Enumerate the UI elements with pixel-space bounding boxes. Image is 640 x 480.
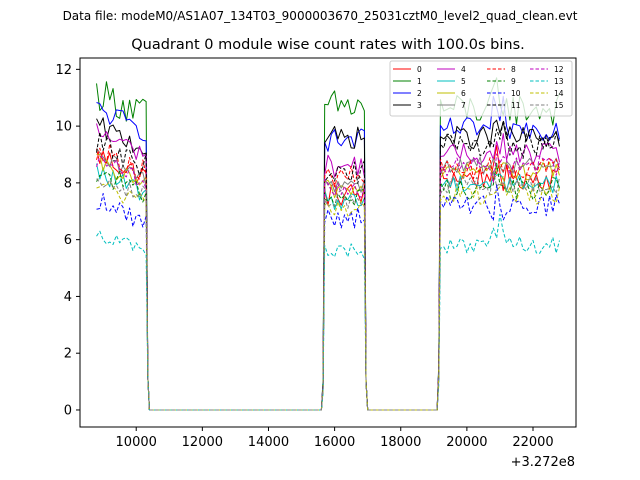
series-line-13 <box>96 213 560 411</box>
legend-label-8: 8 <box>511 65 516 74</box>
x-tick-label: 22000 <box>512 435 553 450</box>
legend-label-7: 7 <box>461 101 466 110</box>
plot-frame <box>79 57 577 428</box>
y-axis: 0 2 4 6 8 10 12 <box>55 63 80 418</box>
x-tick-label: 20000 <box>446 435 487 450</box>
chart-title: Quadrant 0 module wise count rates with … <box>131 37 525 53</box>
series-line-14 <box>96 175 560 411</box>
series-layer <box>96 77 560 411</box>
legend-label-5: 5 <box>461 77 466 86</box>
y-tick-label: 8 <box>64 176 72 191</box>
y-tick-label: 4 <box>64 290 72 305</box>
y-tick-label: 2 <box>64 347 72 362</box>
x-tick-label: 18000 <box>380 435 421 450</box>
legend-label-1: 1 <box>417 77 422 86</box>
legend-label-0: 0 <box>417 65 422 74</box>
series-line-8 <box>96 143 560 411</box>
y-tick-label: 12 <box>55 63 72 78</box>
y-tick-label: 0 <box>64 403 72 418</box>
legend-label-3: 3 <box>417 101 422 110</box>
y-tick-label: 10 <box>55 120 72 135</box>
legend-label-15: 15 <box>554 101 564 110</box>
x-offset-label: +3.272e8 <box>511 455 575 470</box>
x-tick-label: 16000 <box>314 435 355 450</box>
series-line-15 <box>96 169 560 411</box>
legend-label-10: 10 <box>511 89 521 98</box>
legend-label-12: 12 <box>554 65 564 74</box>
legend-label-9: 9 <box>511 77 516 86</box>
legend-label-11: 11 <box>511 101 521 110</box>
legend-label-14: 14 <box>554 89 564 98</box>
data-file-header: Data file: modeM0/AS1A07_134T03_90000036… <box>63 9 578 23</box>
legend-label-2: 2 <box>417 89 422 98</box>
x-tick-label: 12000 <box>182 435 223 450</box>
legend-frame <box>389 60 573 117</box>
x-axis: 10000 12000 14000 16000 18000 20000 22000 <box>116 427 554 450</box>
y-tick-label: 6 <box>64 233 72 248</box>
legend-label-6: 6 <box>461 89 466 98</box>
x-tick-label: 14000 <box>248 435 289 450</box>
legend-label-4: 4 <box>461 65 466 74</box>
series-line-9 <box>96 162 560 411</box>
legend-label-13: 13 <box>554 77 564 86</box>
x-tick-label: 10000 <box>116 435 157 450</box>
